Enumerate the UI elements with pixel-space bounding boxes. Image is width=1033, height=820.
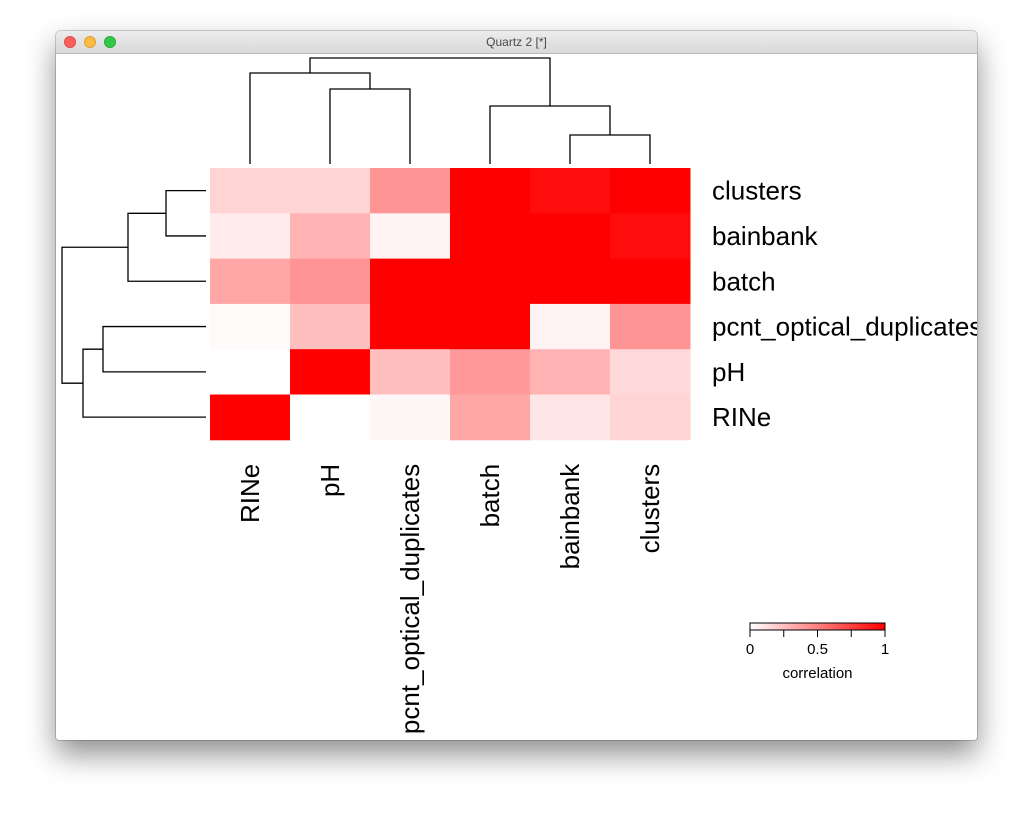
dendrogram-branch: [569, 134, 651, 164]
dendrogram-branch: [61, 246, 128, 384]
minimize-window-button[interactable]: [84, 36, 96, 48]
heatmap-cell: [290, 303, 371, 350]
zoom-window-button[interactable]: [104, 36, 116, 48]
heatmap-cell: [610, 168, 691, 214]
column-label: clusters: [635, 464, 665, 554]
heatmap-cell: [530, 303, 611, 350]
legend-tick-label: 0.5: [807, 641, 828, 658]
heatmap-cell: [210, 349, 291, 395]
row-label: clusters: [712, 176, 802, 206]
row-label: batch: [712, 266, 776, 296]
heatmap-cell: [450, 168, 531, 214]
legend-color-bar: [749, 622, 886, 631]
title-bar[interactable]: Quartz 2 [*]: [56, 31, 977, 54]
column-label: bainbank: [555, 463, 585, 570]
column-labels: RINe pH pcnt_optical_duplicates batch bainba…: [235, 463, 665, 734]
heatmap-cell: [450, 394, 531, 441]
row-label: pcnt_optical_duplicates: [712, 312, 977, 342]
row-label: pH: [712, 357, 745, 387]
heatmap-cell: [530, 258, 611, 305]
column-label: batch: [475, 464, 505, 528]
dendrogram-branch: [249, 72, 371, 164]
dendrogram-branch: [309, 57, 551, 106]
heatmap-cell: [450, 303, 531, 350]
window-title: Quartz 2 [*]: [486, 35, 547, 49]
column-label: RINe: [235, 464, 265, 523]
heatmap-cell: [610, 303, 691, 350]
heatmap-cell: [530, 394, 611, 441]
heatmap-cell: [290, 394, 371, 441]
column-label: pcnt_optical_duplicates: [395, 464, 425, 734]
legend-tick-label: 1: [881, 641, 889, 658]
color-legend: 0 0.5 1 correlation: [746, 622, 889, 682]
heatmap-cell: [290, 349, 371, 395]
heatmap-cell: [370, 168, 451, 214]
close-window-button[interactable]: [64, 36, 76, 48]
legend-tick-labels: 0 0.5 1: [746, 641, 889, 658]
heatmap-cell: [610, 349, 691, 395]
heatmap-cell: [370, 303, 451, 350]
heatmap-cell: [530, 168, 611, 214]
row-dendrogram: [61, 190, 206, 418]
row-label: bainbank: [712, 221, 819, 251]
dendrogram-branch: [82, 348, 206, 418]
heatmap-cell: [450, 213, 531, 260]
heatmap-cell: [530, 349, 611, 395]
heatmap-cell: [450, 349, 531, 395]
heatmap-cell: [610, 213, 691, 260]
plot-area: clusters bainbank batch pcnt_optical_duplic…: [56, 54, 977, 740]
correlation-heatmap: clusters bainbank batch pcnt_optical_duplic…: [61, 57, 977, 734]
dendrogram-branch: [127, 212, 206, 282]
heatmap-cell: [290, 168, 371, 214]
heatmap-cell: [210, 303, 291, 350]
column-label: pH: [315, 464, 345, 497]
column-dendrogram: [249, 57, 651, 164]
legend-title: correlation: [782, 665, 852, 682]
heatmap-cell: [450, 258, 531, 305]
heatmap-cell: [370, 394, 451, 441]
heatmap-cell: [210, 394, 291, 441]
dendrogram-branch: [165, 190, 206, 237]
quartz-window: Quartz 2 [*] clusters bainbank batch pcnt_o…: [56, 31, 977, 740]
heatmap-cell: [290, 258, 371, 305]
heatmap-cell: [210, 168, 291, 214]
dendrogram-branch: [102, 325, 206, 373]
row-labels: clusters bainbank batch pcnt_optical_duplic…: [712, 176, 977, 433]
heatmap-cell: [370, 258, 451, 305]
heatmap-cell: [290, 213, 371, 260]
heatmap-cell: [370, 349, 451, 395]
heatmap-cell: [210, 258, 291, 305]
heatmap-cell: [610, 258, 691, 305]
legend-ticks: [749, 630, 886, 637]
legend-tick-label: 0: [746, 641, 754, 658]
heatmap-cell: [610, 394, 691, 441]
heatmap-cells: [210, 168, 691, 441]
heatmap-cell: [530, 213, 611, 260]
row-label: RINe: [712, 402, 771, 432]
heatmap-cell: [210, 213, 291, 260]
heatmap-cell: [370, 213, 451, 260]
dendrogram-branch: [329, 88, 411, 164]
